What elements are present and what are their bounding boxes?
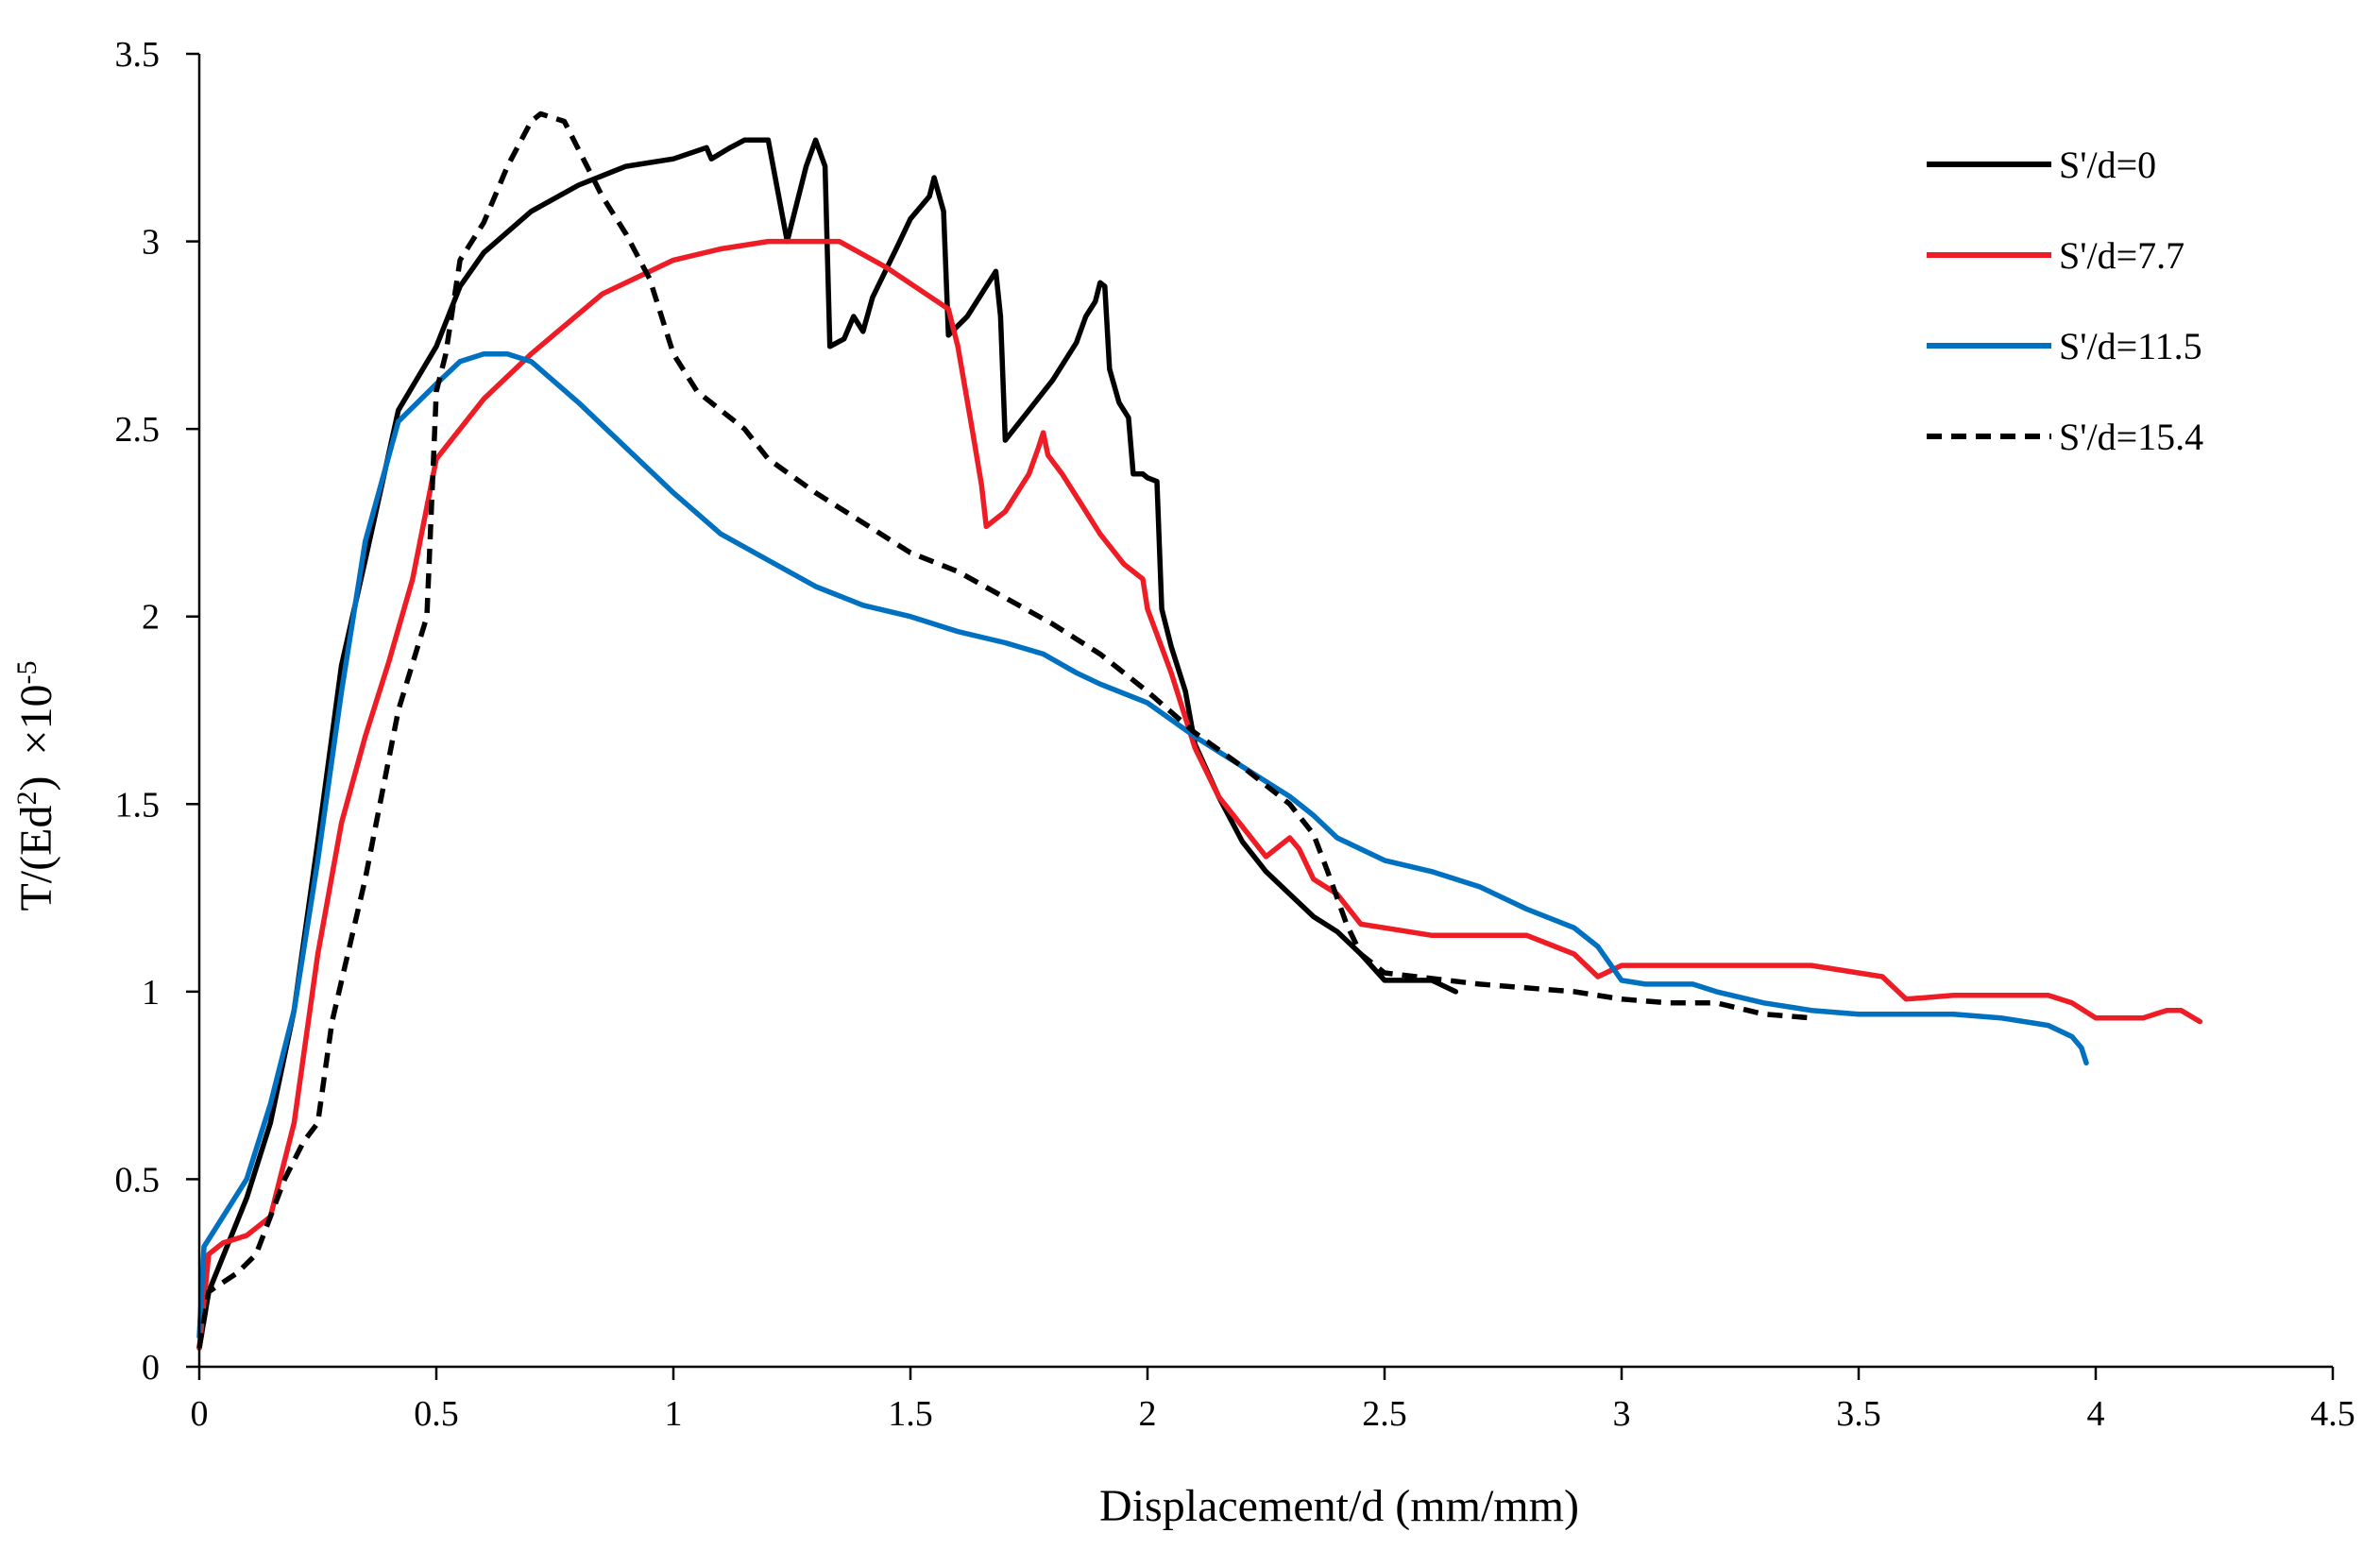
y-tick-label: 2.5: [115, 410, 161, 450]
y-tick-label: 0: [142, 1348, 160, 1388]
legend: S'/d=0 S'/d=7.7 S'/d=11.5 S'/d=15.4: [1927, 144, 2203, 458]
x-tick-label: 2: [1139, 1394, 1157, 1434]
legend-label-1: S'/d=0: [2059, 144, 2156, 186]
y-axis-title-sup: 2: [11, 792, 42, 806]
x-axis-title: Displacement/d (mm/mm): [1099, 1481, 1579, 1531]
y-axis-title: T/(Ed2) ×10-5: [11, 660, 61, 911]
y-axis-title-close: ): [11, 776, 61, 792]
legend-label-3: S'/d=11.5: [2059, 325, 2202, 367]
y-tick-label: 3.5: [115, 35, 161, 75]
series-line-1: [196, 137, 1459, 1351]
legend-label-2: S'/d=7.7: [2059, 234, 2184, 277]
series-line-4: [196, 111, 1812, 1349]
x-tick-label: 3: [1613, 1394, 1631, 1434]
x-tick-label: 4: [2087, 1394, 2105, 1434]
y-tick-label: 0.5: [115, 1160, 161, 1200]
x-tick-label: 0.5: [414, 1394, 459, 1434]
series-layer: [196, 111, 2203, 1351]
plot-area: 0 0.5 1 1.5 2 2.5 3 3.5 0 0.5 1 1.5 2 2.5 3 3.5 4 4.5: [115, 35, 2355, 1434]
x-tick-label: 2.5: [1362, 1394, 1407, 1434]
series-line-2: [196, 238, 2203, 1351]
x-tick-label: 4.5: [2310, 1394, 2355, 1434]
y-axis-title-exp: -5: [11, 660, 42, 684]
y-axis-title-mult: ×10: [11, 684, 61, 755]
x-tick-label: 1: [665, 1394, 683, 1434]
series-line-3: [196, 350, 2089, 1339]
x-tick-label: 0: [191, 1394, 209, 1434]
y-tick-label: 1.5: [115, 785, 161, 825]
x-tick-label: 3.5: [1836, 1394, 1881, 1434]
y-tick-label: 3: [142, 223, 160, 263]
y-axis-ticks: 0 0.5 1 1.5 2 2.5 3 3.5: [115, 35, 199, 1388]
y-tick-label: 2: [142, 598, 160, 638]
legend-label-4: S'/d=15.4: [2059, 416, 2203, 458]
y-axis-title-base: T/(Ed: [11, 806, 61, 911]
y-tick-label: 1: [142, 973, 160, 1013]
x-axis-ticks: 0 0.5 1 1.5 2 2.5 3 3.5 4 4.5: [191, 1367, 2355, 1434]
x-tick-label: 1.5: [888, 1394, 933, 1434]
